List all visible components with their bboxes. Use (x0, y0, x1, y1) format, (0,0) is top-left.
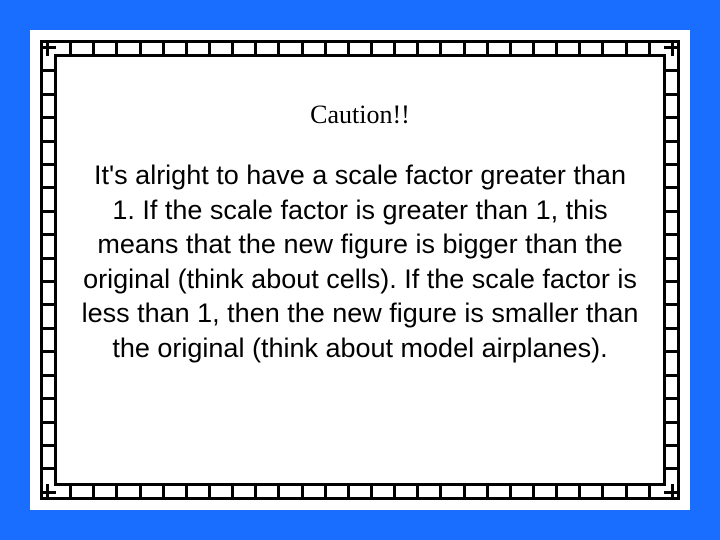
content-area: Caution!! It's alright to have a scale f… (70, 70, 650, 470)
ticks-left (42, 46, 56, 494)
body-text: It's alright to have a scale factor grea… (80, 158, 640, 365)
heading-text: Caution!! (310, 100, 410, 130)
ticks-right (664, 46, 678, 494)
slide-frame: Caution!! It's alright to have a scale f… (30, 30, 690, 510)
ticks-top (46, 42, 674, 56)
ticks-bottom (46, 484, 674, 498)
